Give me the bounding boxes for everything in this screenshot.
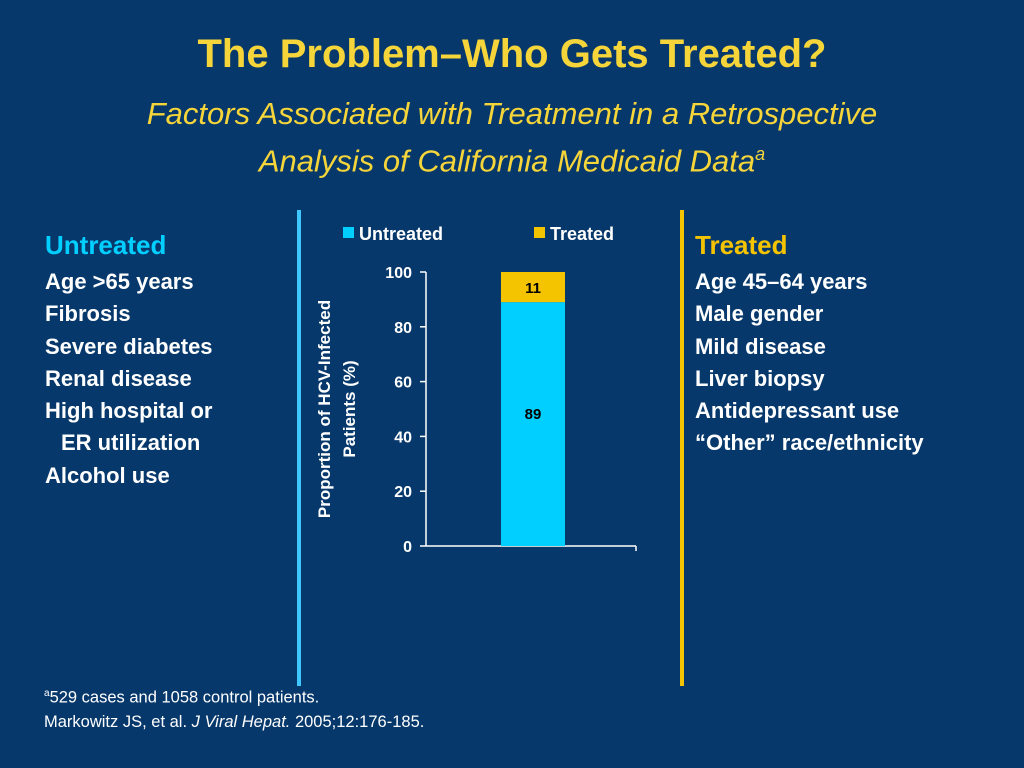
- subtitle-footnote-marker: a: [755, 144, 766, 164]
- treated-factor: Mild disease: [695, 333, 826, 359]
- subtitle-line-1: Factors Associated with Treatment in a R…: [146, 96, 878, 131]
- bar-segment-untreated: [501, 302, 565, 546]
- treated-factor: Male gender: [695, 301, 824, 327]
- untreated-heading: Untreated: [45, 230, 167, 260]
- footnote-citation: Markowitz JS, et al. J Viral Hepat. 2005…: [44, 713, 424, 732]
- data-label-treated: 11: [525, 280, 541, 297]
- legend-swatch-untreated: [343, 227, 354, 238]
- treated-factor: Antidepressant use: [695, 398, 900, 424]
- citation-journal: J Viral Hepat.: [191, 713, 291, 731]
- untreated-factor: Severe diabetes: [45, 333, 213, 359]
- y-tick-label: 60: [394, 375, 412, 392]
- untreated-factor: Age >65 years: [45, 269, 194, 294]
- untreated-factor: Alcohol use: [45, 462, 170, 488]
- left-divider: [297, 210, 301, 686]
- citation-details: 2005;12:176-185.: [290, 713, 425, 731]
- treated-heading: Treated: [695, 230, 788, 260]
- legend-label-untreated: Untreated: [359, 224, 443, 244]
- y-axis-title-line: Patients (%): [340, 360, 359, 457]
- data-label-untreated: 89: [525, 406, 542, 423]
- footnote-cases: a529 cases and 1058 control patients.: [44, 688, 319, 708]
- y-axis-title: Proportion of HCV-Infected Patients (%): [315, 300, 359, 518]
- y-tick-label: 0: [403, 539, 412, 556]
- legend-label-treated: Treated: [550, 224, 614, 244]
- bar-segment-treated: [501, 272, 565, 303]
- legend-swatch-treated: [534, 227, 545, 238]
- untreated-factor: Fibrosis: [45, 301, 131, 327]
- subtitle-line-2-text: Analysis of California Medicaid Data: [258, 143, 756, 179]
- y-tick-label: 40: [394, 429, 412, 446]
- untreated-factor: High hospital or: [45, 398, 213, 424]
- footnote-cases-text: 529 cases and 1058 control patients.: [49, 688, 320, 707]
- slide-subtitle: Factors Associated with Treatment in a R…: [0, 94, 1024, 181]
- y-tick-label: 80: [394, 320, 412, 337]
- untreated-factor-continuation: ER utilization: [61, 430, 201, 456]
- untreated-factor: Renal disease: [45, 365, 192, 391]
- y-tick-label: 20: [394, 484, 412, 501]
- subtitle-line-2: Analysis of California Medicaid Dataa: [0, 134, 1024, 181]
- treated-factor: Age 45–64 years: [695, 269, 868, 294]
- treated-factor: Liver biopsy: [695, 365, 825, 391]
- footnote-marker: a: [44, 688, 50, 699]
- treated-factor: “Other” race/ethnicity: [695, 430, 924, 456]
- stacked-bar-chart: Untreated Treated 0 20 40 60 80 100 Proportion o…: [315, 224, 637, 556]
- right-divider: [680, 210, 684, 686]
- slide-title: The Problem–Who Gets Treated?: [197, 32, 827, 76]
- y-axis-title-line: Proportion of HCV-Infected: [315, 300, 334, 518]
- untreated-factor-list: Age >65 years Fibrosis Severe diabetes R…: [45, 266, 213, 492]
- y-tick-label: 100: [385, 265, 412, 282]
- treated-factor-list: Age 45–64 years Male gender Mild disease…: [695, 266, 924, 460]
- citation-authors: Markowitz JS, et al.: [44, 713, 192, 731]
